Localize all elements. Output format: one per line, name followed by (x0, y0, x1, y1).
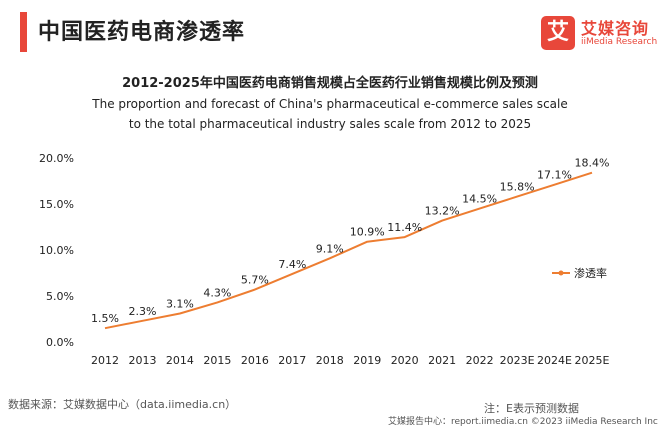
data-label: 14.5% (462, 193, 497, 206)
x-tick-label: 2013 (128, 354, 156, 367)
data-source: 数据来源：艾媒数据中心（data.iimedia.cn） (8, 398, 237, 411)
copyright-footer: 艾媒报告中心：report.iimedia.cn ©2023 iiMedia R… (388, 417, 658, 427)
data-label: 17.1% (537, 169, 572, 182)
y-tick-label: 10.0% (39, 244, 74, 257)
brand-logo: 艾 艾媒咨询 iiMedia Research (541, 14, 657, 54)
x-tick-label: 2017 (278, 354, 306, 367)
data-label: 1.5% (91, 312, 119, 325)
x-tick-label: 2018 (316, 354, 344, 367)
forecast-note: 注：E表示预测数据 (484, 402, 579, 415)
x-tick-label: 2022 (466, 354, 494, 367)
data-label: 13.2% (425, 205, 460, 218)
chart-title: 2012-2025年中国医药电商销售规模占全医药行业销售规模比例及预测 (122, 76, 538, 91)
x-tick-label: 2024E (537, 354, 572, 367)
chart-subtitle: The proportion and forecast of China's p… (92, 97, 568, 131)
y-tick-label: 15.0% (39, 198, 74, 211)
x-tick-label: 2019 (353, 354, 381, 367)
data-label: 18.4% (575, 157, 610, 170)
logo-name: 艾媒咨询 (581, 19, 650, 38)
x-tick-label: 2014 (166, 354, 194, 367)
y-tick-label: 20.0% (39, 152, 74, 165)
legend-marker (558, 270, 564, 276)
data-label: 10.9% (350, 226, 385, 239)
logo-subtitle: iiMedia Research (581, 37, 658, 47)
data-label: 9.1% (316, 242, 344, 255)
data-label: 7.4% (278, 258, 306, 271)
y-tick-label: 5.0% (46, 290, 74, 303)
title-accent-bar (20, 12, 27, 52)
x-tick-label: 2025E (575, 354, 610, 367)
data-label: 11.4% (387, 221, 422, 234)
x-tick-label: 2015 (203, 354, 231, 367)
series-line (104, 171, 593, 330)
x-tick-label: 2016 (241, 354, 269, 367)
data-label: 5.7% (241, 274, 269, 287)
legend-label: 渗透率 (574, 266, 607, 280)
page-title: 中国医药电商渗透率 (38, 20, 246, 45)
data-label: 15.8% (500, 181, 535, 194)
data-label: 3.1% (166, 297, 194, 310)
x-tick-label: 2012 (91, 354, 119, 367)
x-tick-label: 2021 (428, 354, 456, 367)
x-tick-label: 2020 (391, 354, 419, 367)
x-tick-label: 2023E (500, 354, 535, 367)
data-label: 2.3% (128, 305, 156, 318)
logo-mark-icon: 艾 (541, 16, 575, 50)
data-label: 4.3% (203, 286, 231, 299)
y-tick-label: 0.0% (46, 336, 74, 349)
